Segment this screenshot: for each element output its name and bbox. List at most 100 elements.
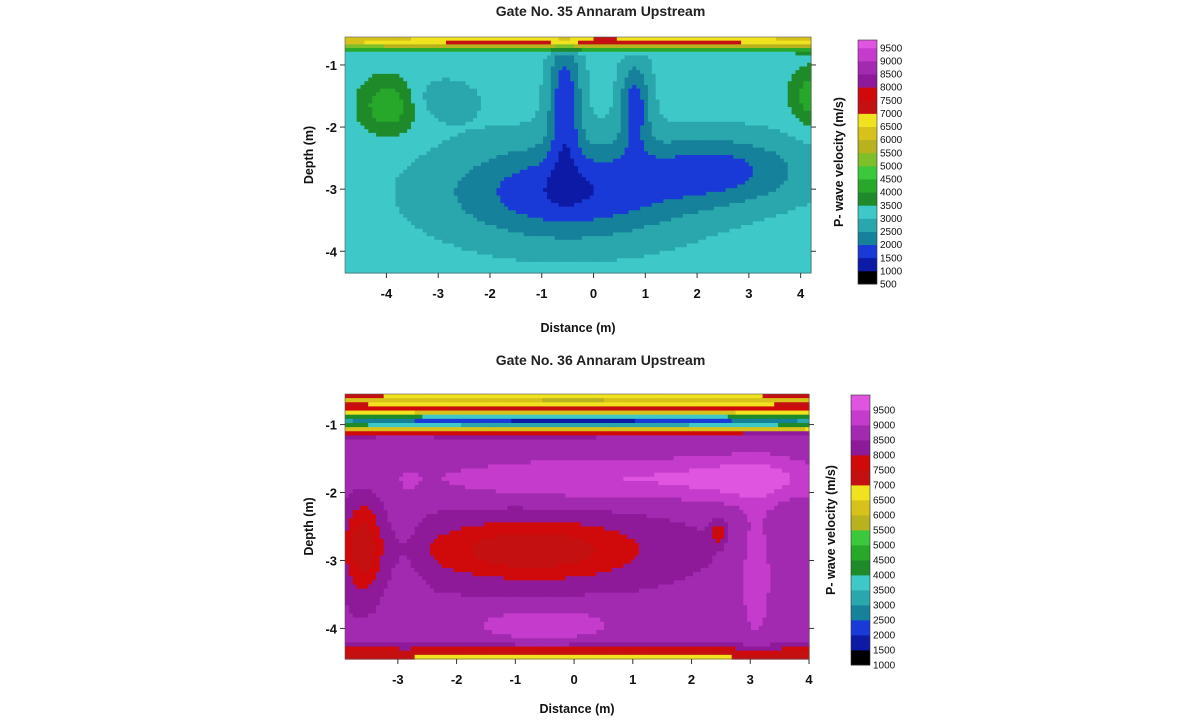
- colorbar-swatch: [851, 425, 870, 441]
- colorbar-swatch: [858, 74, 877, 88]
- colorbar-swatch: [858, 152, 877, 167]
- x-tick-label: -3: [392, 672, 404, 687]
- x-tick-label: -1: [536, 286, 548, 301]
- colorbar-label: 8000: [873, 451, 896, 462]
- x-tick-label: -4: [381, 286, 393, 301]
- colorbar-swatch: [858, 165, 877, 180]
- colorbar-swatch: [851, 410, 870, 426]
- x-axis-label: Distance (m): [540, 321, 615, 335]
- colorbar-swatch: [851, 515, 870, 531]
- colorbar-label: 5500: [880, 148, 903, 159]
- plot-frame: [344, 393, 810, 660]
- colorbar-swatch: [851, 545, 870, 561]
- colorbar-swatch: [858, 179, 877, 193]
- colorbar-label: 1500: [880, 253, 903, 264]
- colorbar-swatch: [851, 590, 870, 606]
- x-tick-label: 3: [745, 286, 752, 301]
- colorbar-label: 9000: [873, 421, 896, 432]
- colorbar-swatch: [851, 635, 870, 651]
- x-axis-label: Distance (m): [539, 702, 614, 716]
- colorbar-swatch: [858, 113, 877, 127]
- colorbar-label: 6500: [880, 122, 903, 133]
- y-axis-label: Depth (m): [302, 497, 316, 555]
- colorbar-label: 8500: [873, 436, 896, 447]
- y-tick-label: -3: [325, 553, 337, 568]
- colorbar-swatch: [858, 231, 877, 246]
- colorbar-swatch: [851, 485, 870, 501]
- colorbar-label: 2500: [873, 616, 896, 627]
- colorbar-swatch: [858, 244, 877, 259]
- y-tick-label: -2: [325, 486, 337, 501]
- colorbar-label: 4500: [880, 175, 903, 186]
- colorbar-swatch: [851, 395, 870, 411]
- colorbar-swatch: [851, 500, 870, 516]
- x-tick-label: 3: [747, 672, 754, 687]
- colorbar-title: P- wave velocity (m/s): [832, 97, 846, 227]
- colorbar-label: 9000: [880, 56, 903, 67]
- colorbar-label: 5000: [880, 161, 903, 172]
- x-tick-label: 2: [693, 286, 700, 301]
- chart-title: Gate No. 36 Annaram Upstream: [495, 352, 706, 368]
- colorbar: 1000 1500 2000 2500 3000 3500 4000 4500 5000 5500…: [850, 394, 896, 672]
- colorbar-swatch: [858, 257, 877, 272]
- colorbar-swatch: [858, 100, 877, 114]
- colorbar-label: 7000: [880, 109, 903, 120]
- colorbar-swatch: [858, 60, 877, 75]
- colorbar-swatch: [851, 530, 870, 546]
- colorbar-label: 9500: [873, 406, 896, 417]
- colorbar-label: 6000: [880, 135, 903, 146]
- colorbar-swatch: [851, 620, 870, 636]
- x-tick-label: 1: [642, 286, 649, 301]
- colorbar-swatch: [858, 139, 877, 154]
- colorbar-swatch: [858, 40, 877, 49]
- chart-title: Gate No. 35 Annaram Upstream: [495, 3, 706, 19]
- x-tick-label: 0: [570, 672, 577, 687]
- colorbar-swatch: [851, 470, 870, 486]
- colorbar-label: 7500: [873, 466, 896, 477]
- colorbar-label: 9500: [880, 43, 903, 54]
- velocity-field: [345, 394, 810, 660]
- colorbar-label: 5500: [873, 526, 896, 537]
- colorbar-label: 8500: [880, 70, 903, 81]
- y-tick-label: -1: [325, 58, 337, 73]
- colorbar-swatch: [858, 47, 877, 62]
- x-tick-label: 4: [797, 286, 805, 301]
- colorbar-swatch: [858, 205, 877, 219]
- colorbar-swatch: [851, 605, 870, 621]
- x-tick-label: -2: [484, 286, 496, 301]
- y-tick-label: -4: [325, 621, 337, 636]
- y-tick-label: -3: [325, 182, 337, 197]
- colorbar-label: 1000: [873, 661, 896, 672]
- y-tick-label: -1: [325, 418, 337, 433]
- y-tick-label: -2: [325, 120, 337, 135]
- colorbar-swatch: [851, 455, 870, 471]
- x-tick-label: -1: [510, 672, 522, 687]
- x-tick-label: 2: [688, 672, 695, 687]
- colorbar-label: 1000: [880, 266, 903, 277]
- colorbar-swatch: [858, 192, 877, 206]
- colorbar-label: 3000: [873, 601, 896, 612]
- colorbar-label: 7000: [873, 481, 896, 492]
- chart-svg: -3 -2 -1 0 1 2 3 4 -1 -2 -3 -4 Distance (m) Depth (m)…: [302, 393, 896, 716]
- colorbar-swatch: [851, 440, 870, 456]
- colorbar-swatch: [858, 270, 877, 285]
- colorbar-label: 3500: [880, 201, 903, 212]
- colorbar-swatch: [858, 126, 877, 141]
- colorbar-label: 2000: [873, 631, 896, 642]
- y-axis-label: Depth (m): [302, 126, 316, 184]
- chart-svg: -4 -3 -2 -1 0 1 2 3 4 -1 -2 -3 -4 Distance (m) Depth (…: [302, 36, 903, 335]
- colorbar-label: 4500: [873, 556, 896, 567]
- colorbar-label: 6500: [873, 496, 896, 507]
- colorbar-label: 2000: [880, 240, 903, 251]
- colorbar-label: 2500: [880, 227, 903, 238]
- plot-frame: [344, 36, 812, 274]
- colorbar-label: 6000: [873, 511, 896, 522]
- colorbar-swatch: [858, 87, 877, 101]
- colorbar-label: 4000: [873, 571, 896, 582]
- colorbar-title: P- wave velocity (m/s): [824, 465, 838, 595]
- colorbar-label: 1500: [873, 646, 896, 657]
- x-tick-label: 0: [590, 286, 597, 301]
- colorbar-frame: [850, 394, 871, 666]
- colorbar-label: 4000: [880, 188, 903, 199]
- colorbar-swatch: [851, 560, 870, 576]
